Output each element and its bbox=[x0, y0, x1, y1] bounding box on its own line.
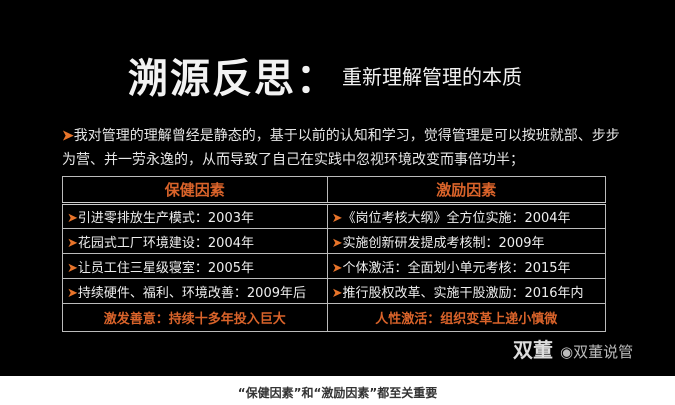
table-footer-row: 激发善意：持续十多年投入巨大 人性激活：组织变革上递小慎微 bbox=[62, 303, 607, 332]
header-hygiene: 保健因素 bbox=[62, 176, 328, 205]
title-sub: 重新理解管理的本质 bbox=[342, 65, 522, 89]
table-row: ➤花园式工厂环境建设：2004年 ➤实施创新研发提成考核制：2009年 bbox=[62, 228, 607, 254]
header-motivation: 激励因素 bbox=[326, 176, 607, 205]
arrow-icon: ➤ bbox=[67, 260, 78, 276]
arrow-icon: ➤ bbox=[331, 260, 343, 276]
footer-hygiene: 激发善意：持续十多年投入巨大 bbox=[62, 303, 328, 332]
arrow-icon: ➤ bbox=[62, 128, 74, 144]
arrow-icon: ➤ bbox=[331, 211, 343, 226]
slide-title: 溯源反思： 重新理解管理的本质 bbox=[128, 46, 522, 104]
slide: 溯源反思： 重新理解管理的本质 ➤我对管理的理解曾经是静态的，基于以前的认知和学习… bbox=[0, 0, 675, 376]
intro-text: ➤我对管理的理解曾经是静态的，基于以前的认知和学习，觉得管理是可以按班就部、步步… bbox=[62, 128, 620, 168]
arrow-icon: ➤ bbox=[67, 235, 78, 251]
arrow-icon: ➤ bbox=[331, 235, 343, 251]
watermark-logo: 双董 ◉双董说管 bbox=[513, 338, 634, 362]
table-row: ➤持续硬件、福利、环境改善：2009年后 ➤推行股权改革、实施干股激励：2016… bbox=[62, 278, 607, 304]
table-row: ➤引进零排放生产模式：2003年 ➤《岗位考核大纲》全方位实施：2004年 bbox=[62, 203, 607, 229]
arrow-icon: ➤ bbox=[67, 211, 78, 226]
footer-motivation: 人性激活：组织变革上递小慎微 bbox=[326, 303, 607, 332]
table-row: ➤让员工住三星级寝室：2005年 ➤个体激活：全面划小单元考核：2015年 bbox=[62, 253, 607, 279]
wechat-icon: ◉ bbox=[559, 343, 574, 361]
image-caption: “保健因素”和“激励因素”都至关重要 bbox=[237, 386, 438, 400]
title-main: 溯源反思： bbox=[128, 56, 338, 102]
arrow-icon: ➤ bbox=[67, 285, 78, 301]
arrow-icon: ➤ bbox=[331, 285, 343, 301]
factors-table: 保健因素 激励因素 ➤引进零排放生产模式：2003年 ➤《岗位考核大纲》全方位实… bbox=[62, 176, 607, 332]
